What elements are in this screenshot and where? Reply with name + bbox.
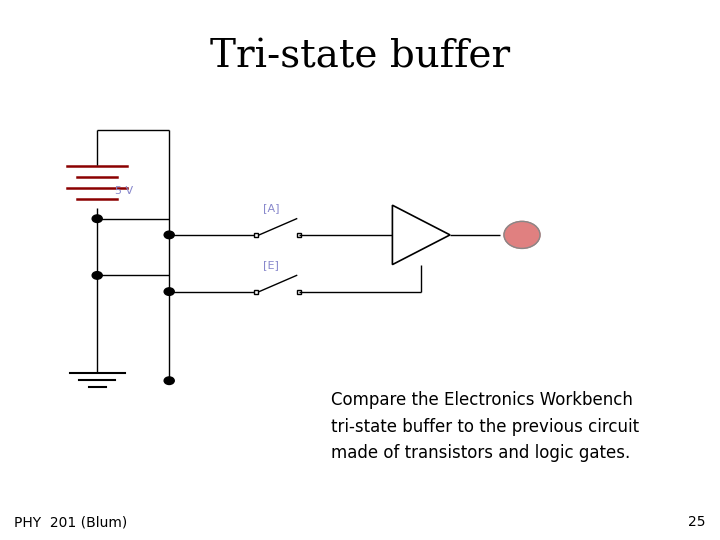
- Text: [A]: [A]: [263, 203, 279, 213]
- Circle shape: [92, 215, 102, 222]
- Text: 25: 25: [688, 515, 706, 529]
- Circle shape: [164, 377, 174, 384]
- Text: [E]: [E]: [263, 260, 279, 269]
- Circle shape: [164, 288, 174, 295]
- Text: 5 V: 5 V: [115, 186, 133, 195]
- Text: Compare the Electronics Workbench
tri-state buffer to the previous circuit
made : Compare the Electronics Workbench tri-st…: [331, 391, 639, 462]
- Circle shape: [164, 231, 174, 239]
- Text: PHY  201 (Blum): PHY 201 (Blum): [14, 515, 127, 529]
- Text: Tri-state buffer: Tri-state buffer: [210, 38, 510, 75]
- Circle shape: [92, 272, 102, 279]
- Circle shape: [504, 221, 540, 248]
